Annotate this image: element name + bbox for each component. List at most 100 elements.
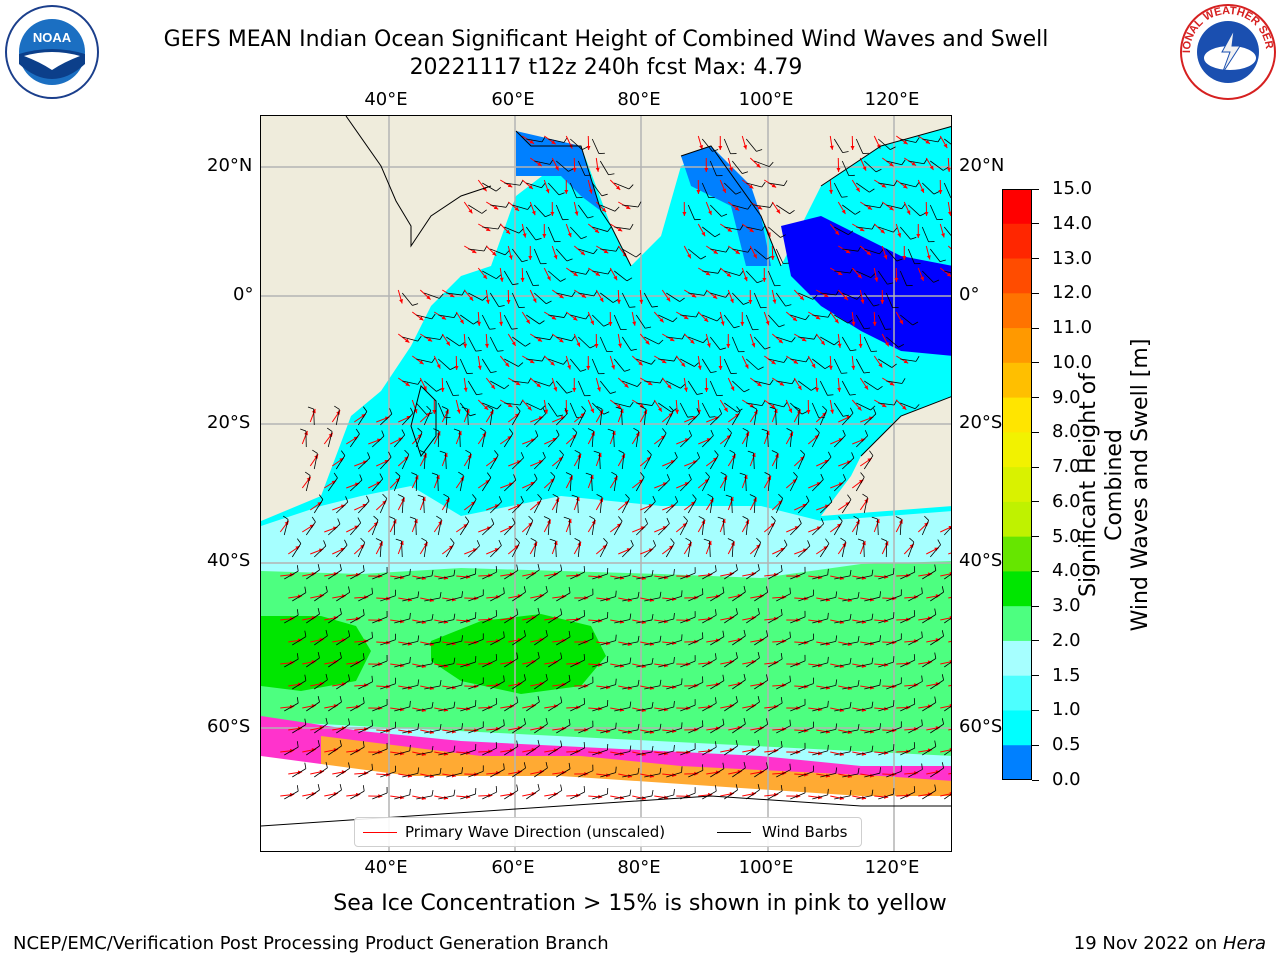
wind-barb — [591, 358, 599, 374]
wind-barb-flag — [637, 723, 640, 730]
wave-direction-arrowhead — [699, 145, 704, 150]
wind-barb — [547, 226, 555, 242]
wind-barb — [710, 636, 725, 646]
wind-barb-flag — [326, 427, 333, 432]
wind-barb — [577, 380, 585, 396]
wave-direction-arrowhead — [850, 145, 855, 150]
wind-barb — [416, 358, 432, 363]
wave-direction-arrowhead — [894, 277, 899, 282]
wave-direction-arrowhead — [619, 575, 625, 580]
wind-barb-flag — [410, 407, 414, 414]
wind-barb — [658, 314, 673, 323]
wind-barb — [511, 248, 523, 263]
colorbar-tick-label: 0.0 — [1052, 769, 1081, 790]
wind-barb — [511, 410, 521, 426]
wind-barb — [424, 336, 441, 340]
wind-barb — [327, 431, 333, 448]
wind-barb-flag — [615, 590, 617, 597]
wave-direction-arrowhead — [528, 255, 533, 260]
wind-barb-flag — [453, 789, 456, 796]
wind-barb — [328, 701, 342, 712]
wave-direction-arrow — [948, 728, 951, 731]
wind-barb — [401, 540, 403, 558]
footer-date-text: 19 Nov 2022 on — [1073, 933, 1223, 954]
wind-barb — [512, 591, 526, 602]
wind-barb-flag — [607, 268, 612, 275]
map-panel[interactable] — [260, 115, 952, 852]
wind-barb-flag — [571, 291, 576, 297]
wind-barb-flag — [901, 159, 906, 165]
wave-direction-arrowhead — [743, 145, 748, 150]
wave-direction-arrowhead — [672, 773, 677, 778]
wind-barb-flag — [530, 537, 537, 542]
wind-barb — [592, 749, 608, 756]
wind-barb — [578, 726, 594, 734]
wind-barb-flag — [651, 745, 654, 753]
wave-direction-arrowhead — [421, 708, 426, 713]
wave-direction-arrowhead — [515, 381, 521, 386]
wave-direction-arrowhead — [726, 272, 732, 277]
nws-logo: NATIONAL WEATHER SERVICE — [1174, 0, 1278, 102]
wind-barb — [930, 679, 944, 690]
wind-barb — [688, 248, 701, 260]
wind-barb — [424, 597, 441, 602]
wave-direction-arrowhead — [861, 795, 867, 800]
wind-barb — [790, 572, 806, 580]
wind-barb — [526, 613, 540, 624]
wind-barb — [314, 767, 328, 778]
wind-barb — [468, 638, 484, 646]
wind-barb-flag — [758, 366, 764, 370]
wind-barb — [702, 270, 719, 274]
wind-barb — [746, 569, 760, 580]
wind-barb-flag — [498, 305, 505, 307]
wind-barb — [864, 380, 878, 391]
wind-barb — [789, 431, 793, 448]
wind-barb-flag — [651, 359, 656, 365]
wind-barb — [768, 790, 783, 800]
wind-barb-flag — [585, 472, 592, 476]
wind-barb — [776, 380, 793, 385]
wind-barb — [621, 292, 630, 308]
wind-barb — [943, 182, 951, 198]
wave-direction-arrowhead — [847, 686, 852, 691]
wind-barb — [863, 540, 865, 558]
wind-barb-flag — [688, 430, 692, 436]
wind-barb-flag — [887, 282, 894, 285]
wind-barb — [526, 569, 540, 580]
wave-direction-arrowhead — [507, 183, 513, 188]
wind-barb — [445, 497, 450, 514]
wind-barb-flag — [827, 612, 829, 619]
wind-barb — [878, 573, 894, 580]
wave-direction-arrow — [948, 552, 951, 555]
sea-ice-note: Sea Ice Concentration > 15% is shown in … — [333, 891, 947, 916]
wind-barb-flag — [566, 258, 573, 262]
wind-barb — [533, 248, 541, 264]
wind-barb-flag — [441, 406, 448, 410]
wind-barb — [723, 182, 736, 195]
wind-barb-flag — [317, 608, 320, 615]
wind-barb — [525, 226, 537, 241]
wind-barb-flag — [453, 745, 456, 752]
lon-label-top-100e: 100°E — [738, 89, 794, 110]
wind-barb — [746, 226, 762, 231]
wind-barb-flag — [869, 450, 874, 456]
wind-barb-flag — [560, 784, 563, 791]
wind-barb-flag — [659, 591, 662, 598]
wave-direction-arrowhead — [834, 318, 839, 324]
wind-barb — [416, 707, 433, 712]
colorbar-label: Significant Height of Combined Wind Wave… — [1076, 335, 1154, 635]
colorbar-band — [1002, 189, 1032, 225]
wave-direction-arrowhead — [506, 299, 511, 304]
wind-barb-flag — [608, 173, 615, 176]
wind-barb — [702, 314, 718, 322]
colorbar-tick-label: 3.0 — [1052, 595, 1081, 617]
wave-direction-arrowhead — [490, 384, 495, 390]
wind-barb-flag — [722, 674, 725, 681]
wind-barb-flag — [827, 394, 834, 396]
wave-height-map — [261, 116, 951, 851]
wind-barb — [371, 519, 379, 536]
wind-barb — [702, 702, 717, 712]
wind-barb — [908, 725, 923, 734]
wind-barb — [658, 662, 674, 668]
wind-barb-flag — [362, 741, 365, 748]
